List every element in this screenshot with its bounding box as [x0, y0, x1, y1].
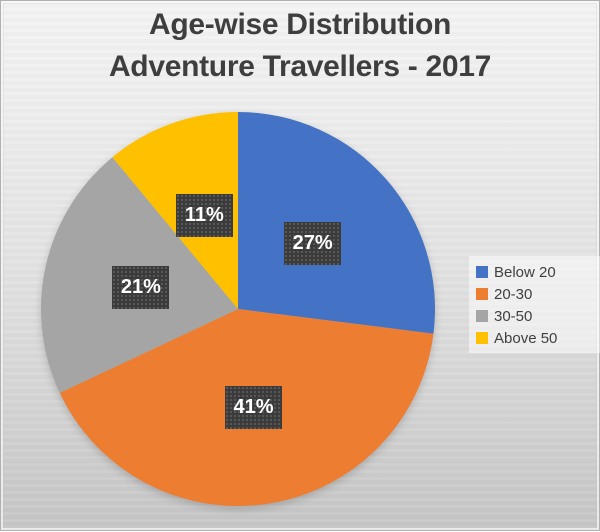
- pie-slices: [41, 112, 435, 506]
- legend-label-above-50: Above 50: [494, 329, 558, 347]
- data-label-below-20: 27%: [284, 221, 342, 265]
- legend-item-below-20[interactable]: Below 20: [476, 261, 600, 283]
- pie-slice-above-50[interactable]: [112, 112, 238, 309]
- legend-swatch-below-20: [476, 266, 488, 278]
- chart-title: Age-wise Distribution Adventure Travelle…: [1, 4, 599, 88]
- chart-title-line1: Age-wise Distribution: [148, 8, 452, 41]
- legend-swatch-30-50: [476, 310, 488, 322]
- data-label-20-30: 41%: [225, 385, 283, 429]
- legend: Below 20 20-30 30-50 Above 50: [469, 256, 600, 353]
- legend-label-30-50: 30-50: [494, 307, 533, 325]
- data-label-above-50: 11%: [175, 193, 233, 237]
- legend-item-above-50[interactable]: Above 50: [476, 327, 600, 349]
- chart-title-line2: Adventure Travellers - 2017: [108, 50, 492, 83]
- legend-label-20-30: 20-30: [494, 285, 533, 303]
- legend-label-below-20: Below 20: [494, 263, 556, 281]
- legend-item-30-50[interactable]: 30-50: [476, 305, 600, 327]
- legend-item-20-30[interactable]: 20-30: [476, 283, 600, 305]
- legend-swatch-20-30: [476, 288, 488, 300]
- legend-swatch-above-50: [476, 332, 488, 344]
- data-label-30-50: 21%: [112, 265, 170, 309]
